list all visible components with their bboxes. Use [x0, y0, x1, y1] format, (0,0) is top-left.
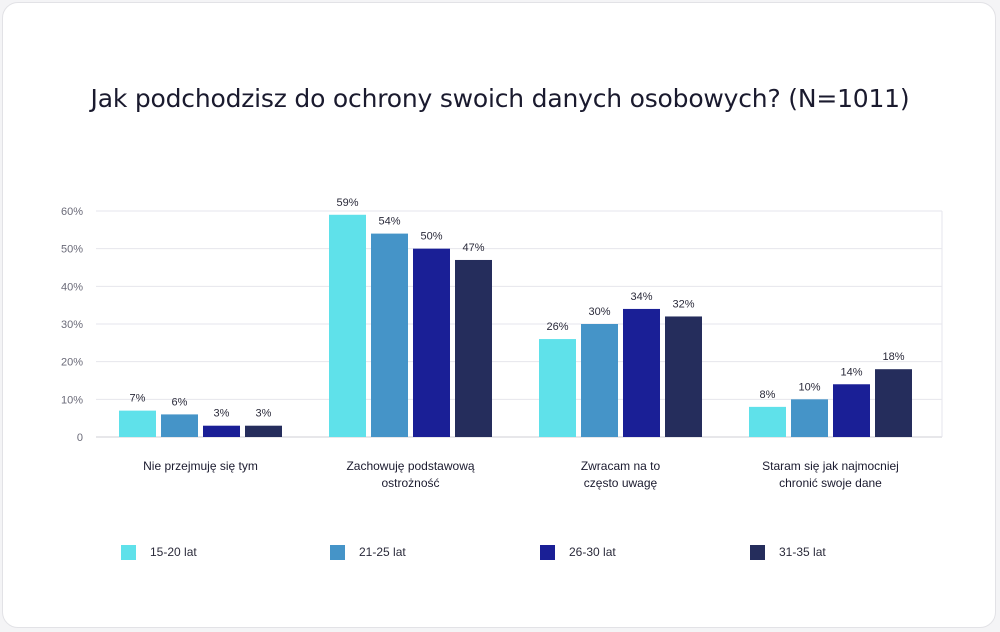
bar: [623, 308, 660, 437]
data-label: 47%: [462, 242, 484, 254]
x-tick-label: chronić swoje dane: [779, 476, 882, 490]
legend-swatch: [750, 544, 765, 560]
bar: [161, 414, 198, 437]
y-tick-label: 50%: [61, 244, 83, 256]
data-label: 32%: [672, 298, 694, 310]
data-label: 18%: [882, 351, 904, 363]
bar: [371, 233, 408, 437]
bar: [665, 316, 702, 437]
legend-swatch: [540, 544, 555, 560]
data-label: 34%: [630, 291, 652, 303]
bar: [203, 425, 240, 437]
bar: [329, 214, 366, 437]
legend-label: 21-25 lat: [359, 545, 406, 559]
bar: [749, 406, 786, 437]
bar: [455, 259, 492, 437]
y-tick-label: 0: [77, 432, 83, 444]
x-tick-label: często uwagę: [584, 476, 658, 490]
legend-swatch: [330, 544, 345, 560]
y-tick-label: 60%: [61, 206, 83, 218]
chart-legend: 15-20 lat 21-25 lat 26-30 lat 31-35 lat: [0, 540, 1000, 564]
chart-title: Jak podchodzisz do ochrony swoich danych…: [90, 84, 910, 113]
y-tick-label: 20%: [61, 357, 83, 369]
bar: [539, 339, 576, 437]
data-label: 59%: [336, 197, 358, 209]
data-label: 26%: [546, 321, 568, 333]
bar: [875, 369, 912, 437]
data-label: 50%: [420, 231, 442, 243]
bar: [413, 248, 450, 437]
x-tick-label: Staram się jak najmocniej: [762, 459, 899, 473]
x-tick-label: ostrożność: [381, 476, 439, 490]
legend-label: 26-30 lat: [569, 545, 616, 559]
legend-item: 31-35 lat: [750, 540, 826, 564]
x-tick-label: Nie przejmuję się tym: [143, 459, 258, 473]
legend-label: 31-35 lat: [779, 545, 826, 559]
legend-item: 15-20 lat: [121, 540, 197, 564]
data-label: 3%: [256, 408, 272, 420]
data-label: 30%: [588, 306, 610, 318]
y-tick-label: 30%: [61, 319, 83, 331]
legend-item: 26-30 lat: [540, 540, 616, 564]
bar: [119, 410, 156, 437]
bar: [245, 425, 282, 437]
x-tick-label: Zwracam na to: [581, 459, 661, 473]
data-label: 6%: [172, 396, 188, 408]
data-label: 54%: [378, 216, 400, 228]
bar: [791, 399, 828, 437]
x-tick-label: Zachowuję podstawową: [346, 459, 474, 473]
data-label: 7%: [130, 393, 146, 405]
bar: [581, 324, 618, 437]
data-label: 8%: [760, 389, 776, 401]
bar: [833, 384, 870, 437]
data-label: 3%: [214, 408, 230, 420]
y-tick-label: 10%: [61, 394, 83, 406]
legend-swatch: [121, 544, 136, 560]
y-tick-label: 40%: [61, 281, 83, 293]
legend-label: 15-20 lat: [150, 545, 197, 559]
data-label: 14%: [840, 366, 862, 378]
data-label: 10%: [798, 381, 820, 393]
legend-item: 21-25 lat: [330, 540, 406, 564]
